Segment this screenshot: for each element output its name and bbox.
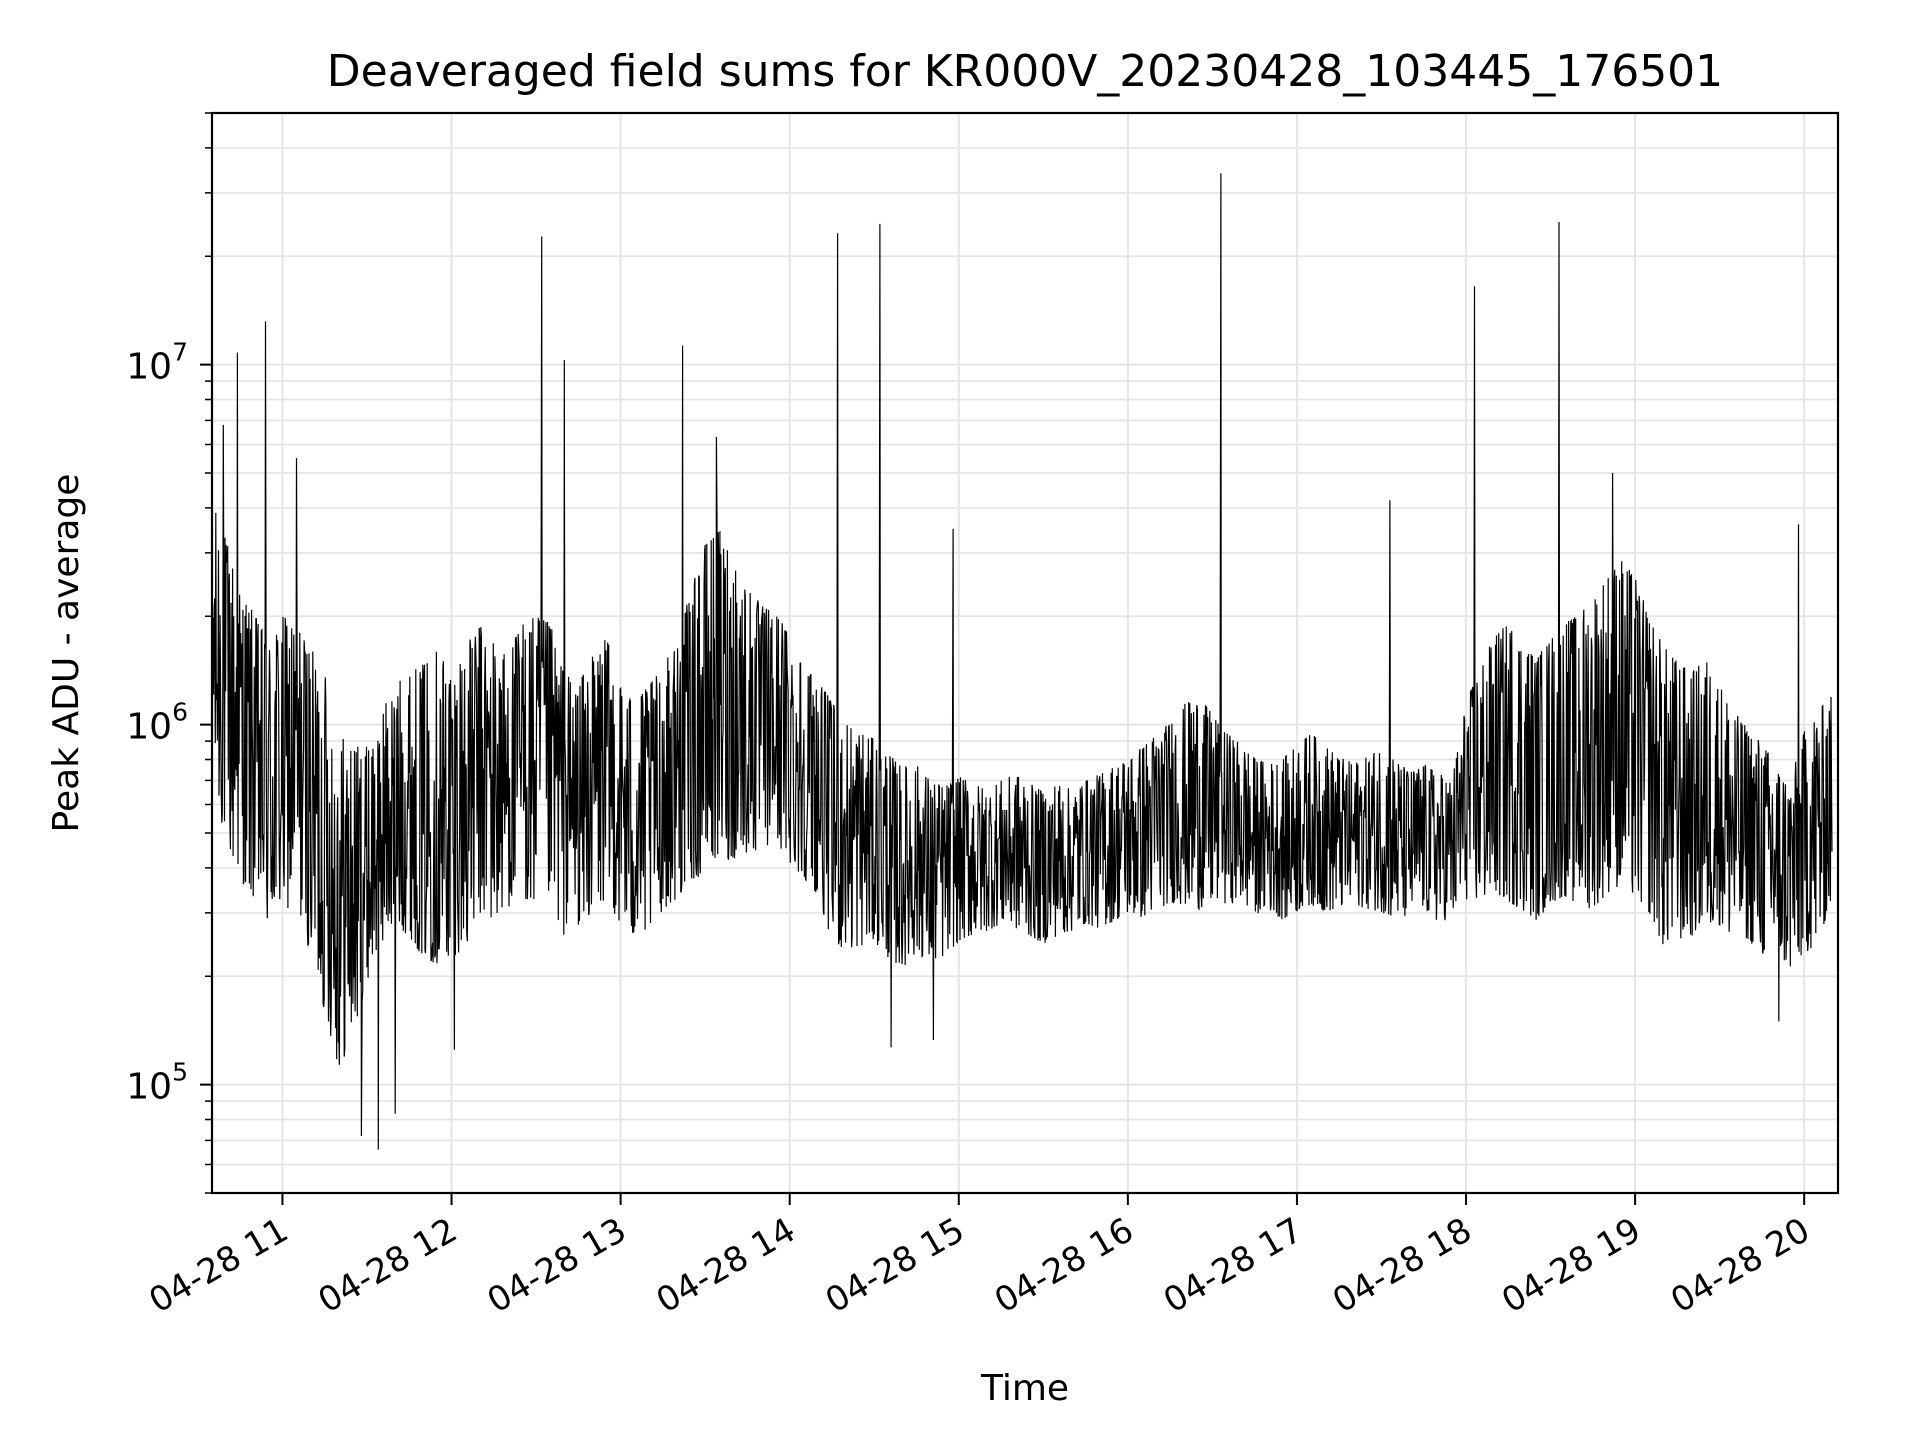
chart-title: Deaveraged field sums for KR000V_2023042… bbox=[327, 46, 1723, 97]
y-axis: 105 106 107 bbox=[126, 112, 212, 1194]
x-axis-label: Time bbox=[980, 1368, 1069, 1409]
plot-frame bbox=[210, 111, 1840, 1195]
y-axis-label: Peak ADU - average bbox=[46, 474, 87, 833]
series-line bbox=[211, 173, 1833, 1150]
y-tick-label: 106 bbox=[126, 698, 188, 748]
y-tick-label: 105 bbox=[126, 1058, 188, 1108]
series-trace bbox=[211, 173, 1833, 1150]
y-tick-label: 107 bbox=[126, 338, 188, 388]
